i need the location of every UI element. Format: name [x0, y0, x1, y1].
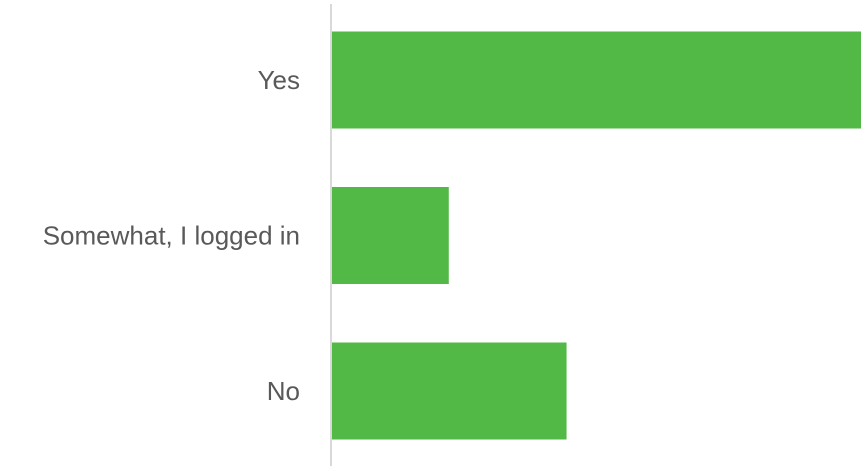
- bar-no: [331, 342, 567, 440]
- bar-yes: [331, 31, 861, 129]
- category-label-no: No: [267, 376, 300, 406]
- category-label-somewhat-i-logged-in: Somewhat, I logged in: [43, 221, 300, 251]
- bars-layer: [331, 31, 861, 440]
- bar-somewhat-i-logged-in: [331, 187, 449, 284]
- category-label-yes: Yes: [258, 65, 300, 95]
- category-labels: Yes Somewhat, I logged in No: [43, 65, 300, 406]
